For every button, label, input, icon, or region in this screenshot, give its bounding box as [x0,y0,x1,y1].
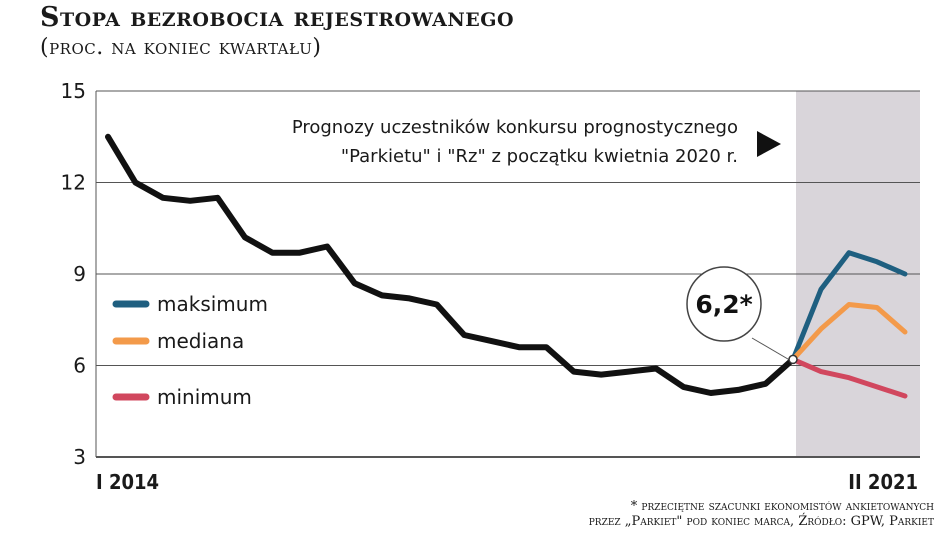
footnote: * przeciętne szacunki ekonomistów ankiet… [589,499,934,529]
callout-connector [751,337,794,363]
callout-bubble [686,266,762,342]
junction-point [788,354,798,365]
y-axis-ticks: 15 12 9 6 3 [61,79,86,469]
forecast-arrow-icon [757,131,781,157]
chart-title: Stopa bezrobocia rejestrowanego [40,2,515,33]
chart-subtitle: (proc. na koniec kwartału) [40,35,322,60]
y-tick-label: 15 [61,79,86,103]
footnote-line2: przez „Parkiet" pod koniec marca, Źródło… [588,514,934,529]
series-line-maksimum [790,250,908,362]
legend: maksimum mediana minimum [112,292,268,409]
series-lines [105,133,908,399]
y-tick-label: 6 [73,354,86,378]
x-label-end: II 2021 [848,470,918,494]
footnote-line1: * przeciętne szacunki ekonomistów ankiet… [630,499,934,514]
series-line-minimum [790,356,908,399]
series-line-mediana [790,302,908,362]
x-label-start: I 2014 [96,470,159,494]
legend-label-mediana: mediana [157,329,244,353]
legend-label-maksimum: maksimum [157,292,268,316]
series-line-historical [105,133,796,396]
forecast-note-line2: "Parkietu" i "Rz" z początku kwietnia 20… [341,146,738,167]
callout-label: 6,2* [695,290,752,319]
y-tick-label: 12 [61,171,86,195]
forecast-note-line1: Prognozy uczestników konkursu prognostyc… [292,117,738,138]
y-tick-label: 3 [73,445,86,469]
y-tick-label: 9 [73,262,86,286]
legend-label-minimum: minimum [157,385,252,409]
